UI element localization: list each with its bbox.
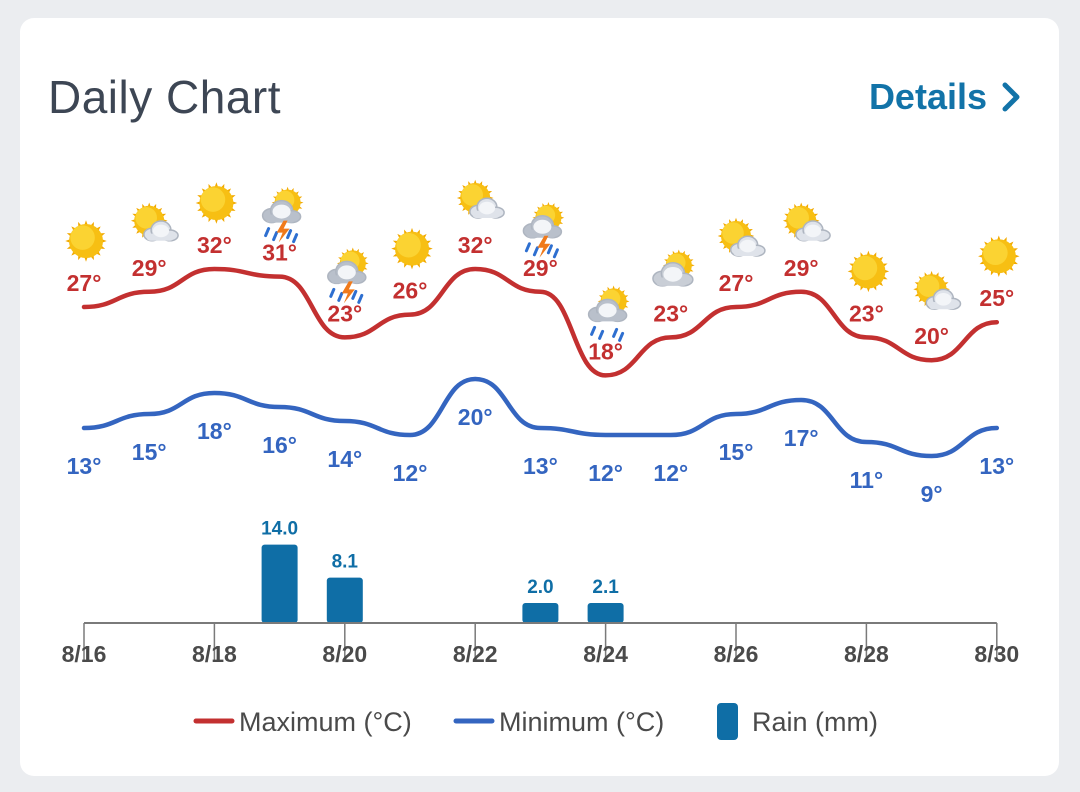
max-temp-label: 26° xyxy=(393,278,428,304)
weather-icon-sun-cloud xyxy=(456,179,505,219)
weather-icon-thunder-rain xyxy=(327,247,369,304)
weather-icon-rain xyxy=(587,285,630,342)
card-title: Daily Chart xyxy=(48,71,282,123)
x-tick-label: 8/24 xyxy=(583,641,628,667)
max-temp-label: 27° xyxy=(719,270,754,296)
weather-icon-thunder-rain xyxy=(261,186,304,244)
legend-max-label: Maximum (°C) xyxy=(239,707,412,737)
max-temp-label: 32° xyxy=(197,232,232,258)
min-temp-label: 12° xyxy=(393,460,428,486)
min-temp-label: 13° xyxy=(523,453,558,479)
x-tick-label: 8/20 xyxy=(322,641,367,667)
details-label: Details xyxy=(868,76,987,117)
legend-rain-swatch xyxy=(717,703,738,740)
legend-rain-label: Rain (mm) xyxy=(752,707,878,737)
rain-value-label: 8.1 xyxy=(332,552,359,573)
chart-legend: Maximum (°C) Minimum (°C) Rain (mm) xyxy=(193,703,878,740)
x-tick-label: 8/30 xyxy=(974,641,1019,667)
min-temp-label: 13° xyxy=(979,453,1014,479)
min-temp-line xyxy=(81,376,1000,459)
max-temp-label: 27° xyxy=(67,270,102,296)
min-temp-label: 16° xyxy=(262,432,297,458)
max-temp-label: 31° xyxy=(262,240,297,266)
max-temp-label: 32° xyxy=(458,232,493,258)
min-temp-label: 9° xyxy=(921,481,943,507)
weather-icon-sun-cloud xyxy=(130,202,179,242)
min-temp-label: 12° xyxy=(588,460,623,486)
weather-icon-sun-cloud xyxy=(782,202,831,242)
min-temp-label: 17° xyxy=(784,425,819,451)
min-temp-label: 12° xyxy=(653,460,688,486)
weather-icon-sun-cloud xyxy=(913,270,962,310)
rain-bar xyxy=(261,544,298,623)
min-temp-label: 11° xyxy=(850,467,884,493)
max-temp-label: 23° xyxy=(849,300,884,326)
min-temp-label: 13° xyxy=(67,453,102,479)
x-tick-label: 8/16 xyxy=(62,641,107,667)
max-temp-label: 23° xyxy=(653,300,688,326)
weather-icon-sun xyxy=(978,235,1020,277)
weather-icon-sun xyxy=(847,250,890,293)
weather-icon-sun xyxy=(391,227,433,270)
rain-bar xyxy=(587,603,624,623)
min-temp-label: 15° xyxy=(132,439,167,465)
x-tick-label: 8/18 xyxy=(192,641,237,667)
max-temp-label: 18° xyxy=(588,338,623,364)
max-temp-label: 29° xyxy=(132,255,167,281)
rain-value-label: 2.0 xyxy=(527,577,553,598)
min-temp-label: 20° xyxy=(458,404,493,430)
x-tick-label: 8/28 xyxy=(844,641,889,667)
max-temp-label: 29° xyxy=(784,255,819,281)
weather-icon-sun-cloud xyxy=(717,217,766,257)
rain-bar xyxy=(326,577,363,623)
rain-value-label: 14.0 xyxy=(261,519,298,540)
weather-icon-thunder-rain xyxy=(522,201,565,259)
max-temp-label: 23° xyxy=(327,300,362,326)
x-tick-label: 8/22 xyxy=(453,641,498,667)
legend-min-label: Minimum (°C) xyxy=(499,707,664,737)
details-link[interactable]: Details xyxy=(869,76,1021,118)
chevron-right-icon xyxy=(1002,82,1020,112)
max-temp-line xyxy=(81,266,1000,378)
max-temp-label: 29° xyxy=(523,255,558,281)
max-temp-label: 20° xyxy=(914,323,949,349)
x-tick-label: 8/26 xyxy=(714,641,759,667)
rain-bar xyxy=(522,603,559,623)
min-temp-label: 14° xyxy=(327,446,362,472)
min-temp-label: 15° xyxy=(719,439,754,465)
weather-icon-cloud xyxy=(652,249,695,287)
max-temp-label: 25° xyxy=(979,285,1014,311)
weather-icon-sun xyxy=(65,220,107,262)
min-temp-label: 18° xyxy=(197,418,232,444)
weather-icon-sun xyxy=(195,182,238,224)
rain-value-label: 2.1 xyxy=(592,577,619,598)
